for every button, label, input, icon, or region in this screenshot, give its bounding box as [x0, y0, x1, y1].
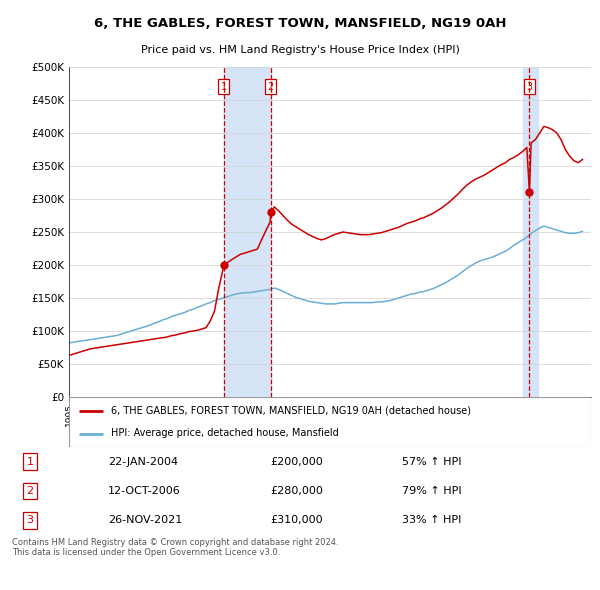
Text: 1: 1 [221, 82, 227, 92]
Text: 6, THE GABLES, FOREST TOWN, MANSFIELD, NG19 0AH: 6, THE GABLES, FOREST TOWN, MANSFIELD, N… [94, 17, 506, 30]
Text: HPI: Average price, detached house, Mansfield: HPI: Average price, detached house, Mans… [111, 428, 338, 438]
Text: £280,000: £280,000 [270, 486, 323, 496]
Text: 79% ↑ HPI: 79% ↑ HPI [402, 486, 461, 496]
Text: £200,000: £200,000 [270, 457, 323, 467]
Text: 2: 2 [268, 82, 274, 92]
Bar [523, 67, 538, 397]
Text: 22-JAN-2004: 22-JAN-2004 [108, 457, 178, 467]
Text: 26-NOV-2021: 26-NOV-2021 [108, 515, 182, 525]
Text: 57% ↑ HPI: 57% ↑ HPI [402, 457, 461, 467]
Text: 2: 2 [26, 486, 34, 496]
Text: 3: 3 [526, 82, 533, 92]
Text: Price paid vs. HM Land Registry's House Price Index (HPI): Price paid vs. HM Land Registry's House … [140, 45, 460, 55]
Text: £310,000: £310,000 [270, 515, 323, 525]
Text: 1: 1 [26, 457, 34, 467]
Text: 12-OCT-2006: 12-OCT-2006 [108, 486, 181, 496]
Text: 6, THE GABLES, FOREST TOWN, MANSFIELD, NG19 0AH (detached house): 6, THE GABLES, FOREST TOWN, MANSFIELD, N… [111, 405, 471, 415]
Text: 33% ↑ HPI: 33% ↑ HPI [402, 515, 461, 525]
Text: Contains HM Land Registry data © Crown copyright and database right 2024.
This d: Contains HM Land Registry data © Crown c… [12, 538, 338, 558]
Bar [224, 67, 271, 397]
Text: 3: 3 [26, 515, 34, 525]
